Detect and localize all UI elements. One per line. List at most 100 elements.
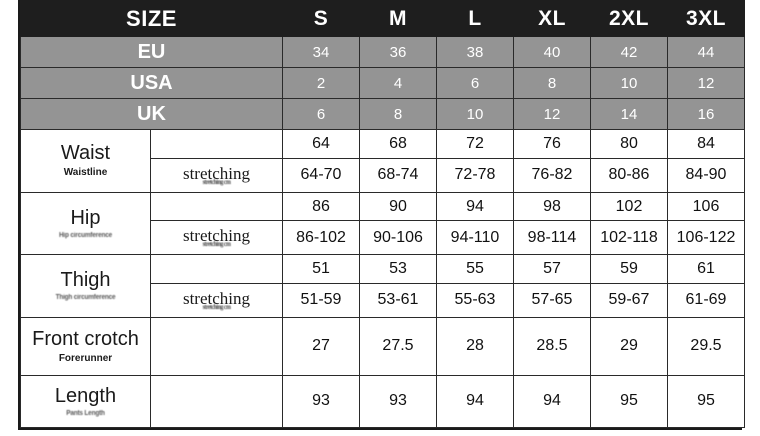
stretching-value: 86-102 (282, 220, 360, 256)
measurement-row-plain: Waist Waistline 64 68 72 76 80 84 (20, 129, 745, 193)
measurement-value: 90 (359, 191, 437, 222)
size-chart-table-wrapper: SIZE S M L XL 2XL 3XL EU 34 36 38 40 42 44 USA 2 4 6 8 10 12… (18, 0, 745, 430)
header-size-m: M (359, 0, 437, 37)
header-size-3xl: 3XL (667, 0, 745, 37)
conversion-value: 12 (667, 67, 745, 99)
stretching-value: 68-74 (359, 157, 437, 193)
empty-cell (150, 316, 283, 376)
measurement-label-main: Length (54, 384, 117, 407)
stretching-value: 51-59 (282, 283, 360, 318)
conversion-label-eu: EU (20, 36, 283, 68)
measurement-row-stretching: stretching stretching cm 51-59 53-61 55-63 57… (21, 283, 745, 318)
conversion-label-uk: UK (20, 98, 283, 130)
stretching-value: 102-118 (590, 220, 668, 256)
stretching-value: 76-82 (513, 157, 591, 193)
stretching-label-cell: stretching stretching cm (150, 157, 283, 193)
conversion-value: 34 (282, 36, 360, 68)
stretching-label-sub: stretching cm (202, 177, 231, 186)
measurement-value: 51 (282, 254, 360, 284)
measurement-label-main: Hip (70, 206, 101, 229)
conversion-value: 16 (667, 98, 745, 130)
conversion-row: EU 34 36 38 40 42 44 (20, 36, 745, 68)
measurement-value: 106 (667, 191, 745, 222)
header-size-s: S (282, 0, 360, 37)
measurement-value: 64 (282, 129, 360, 159)
measurement-value: 76 (513, 129, 591, 159)
stretching-label: stretching (182, 288, 251, 308)
stretching-value: 55-63 (436, 283, 514, 318)
measurement-label-main: Front crotch (32, 327, 139, 350)
measurement-row-simple: Front crotch Forerunner 27 27.5 28 28.5 29 29.5 (20, 316, 745, 376)
stretching-value: 53-61 (359, 283, 437, 318)
size-chart-table: SIZE S M L XL 2XL 3XL EU 34 36 38 40 42 44 USA 2 4 6 8 10 12… (20, 0, 745, 428)
conversion-value: 44 (667, 36, 745, 68)
conversion-value: 6 (436, 67, 514, 99)
measurement-value: 28.5 (513, 316, 591, 376)
measurement-value: 27 (282, 316, 360, 376)
measurement-row-stretching: stretching stretching cm 64-70 68-74 72-78 76… (21, 157, 745, 193)
stretching-value: 90-106 (359, 220, 437, 256)
measurement-value: 80 (590, 129, 668, 159)
measurement-value: 68 (359, 129, 437, 159)
conversion-value: 14 (590, 98, 668, 130)
conversion-value: 10 (436, 98, 514, 130)
empty-cell (150, 374, 283, 428)
conversion-value: 12 (513, 98, 591, 130)
stretching-value: 98-114 (513, 220, 591, 256)
header-size-label: SIZE (20, 0, 283, 37)
measurement-label: Waist Waistline (20, 129, 151, 193)
conversion-value: 8 (513, 67, 591, 99)
measurement-value: 29 (590, 316, 668, 376)
conversion-label-usa: USA (20, 67, 283, 99)
measurement-label: Length Pants Length (20, 374, 151, 428)
measurement-value: 53 (359, 254, 437, 284)
measurement-row-plain: Thigh Thigh circumference 51 53 55 57 59 61 (20, 254, 745, 318)
measurement-value: 72 (436, 129, 514, 159)
measurement-label-sub: Hip circumference (58, 231, 113, 239)
measurement-value: 61 (667, 254, 745, 284)
measurement-label: Hip Hip circumference (20, 191, 151, 256)
empty-cell (150, 129, 283, 159)
stretching-value: 59-67 (590, 283, 668, 318)
conversion-value: 42 (590, 36, 668, 68)
measurement-label-main: Waist (60, 142, 111, 165)
measurement-value: 94 (513, 374, 591, 428)
table-header-row: SIZE S M L XL 2XL 3XL (20, 0, 745, 37)
measurement-value: 93 (282, 374, 360, 428)
measurement-label-sub: Pants Length (66, 409, 105, 417)
measurement-value: 55 (436, 254, 514, 284)
stretching-value: 57-65 (513, 283, 591, 318)
measurement-value: 27.5 (359, 316, 437, 376)
measurement-value: 95 (667, 374, 745, 428)
stretching-value: 94-110 (436, 220, 514, 256)
stretching-value: 72-78 (436, 157, 514, 193)
header-size-l: L (436, 0, 514, 37)
conversion-value: 40 (513, 36, 591, 68)
measurement-label-sub: Waistline (63, 167, 108, 179)
stretching-value: 61-69 (667, 283, 745, 318)
stretching-label: stretching (182, 226, 251, 246)
empty-cell (150, 191, 283, 222)
measurement-row-plain: Hip Hip circumference 86 90 94 98 102 106 (20, 191, 745, 256)
measurement-value: 94 (436, 191, 514, 222)
measurement-label-sub: Forerunner (58, 352, 113, 364)
measurement-value: 93 (359, 374, 437, 428)
stretching-value: 64-70 (282, 157, 360, 193)
stretching-label-sub: stretching cm (202, 302, 231, 311)
measurement-row-stretching: stretching stretching cm 86-102 90-106 94-11… (21, 220, 745, 256)
stretching-label: stretching (182, 163, 251, 183)
stretching-label-cell: stretching stretching cm (150, 220, 283, 256)
conversion-value: 38 (436, 36, 514, 68)
conversion-value: 2 (282, 67, 360, 99)
measurement-label: Front crotch Forerunner (20, 316, 151, 376)
measurement-value: 95 (590, 374, 668, 428)
measurement-value: 94 (436, 374, 514, 428)
conversion-value: 6 (282, 98, 360, 130)
measurement-value: 28 (436, 316, 514, 376)
conversion-row: UK 6 8 10 12 14 16 (20, 98, 745, 130)
measurement-value: 29.5 (667, 316, 745, 376)
stretching-value: 80-86 (590, 157, 668, 193)
header-size-2xl: 2XL (590, 0, 668, 37)
stretching-label-cell: stretching stretching cm (150, 283, 283, 318)
measurement-value: 102 (590, 191, 668, 222)
